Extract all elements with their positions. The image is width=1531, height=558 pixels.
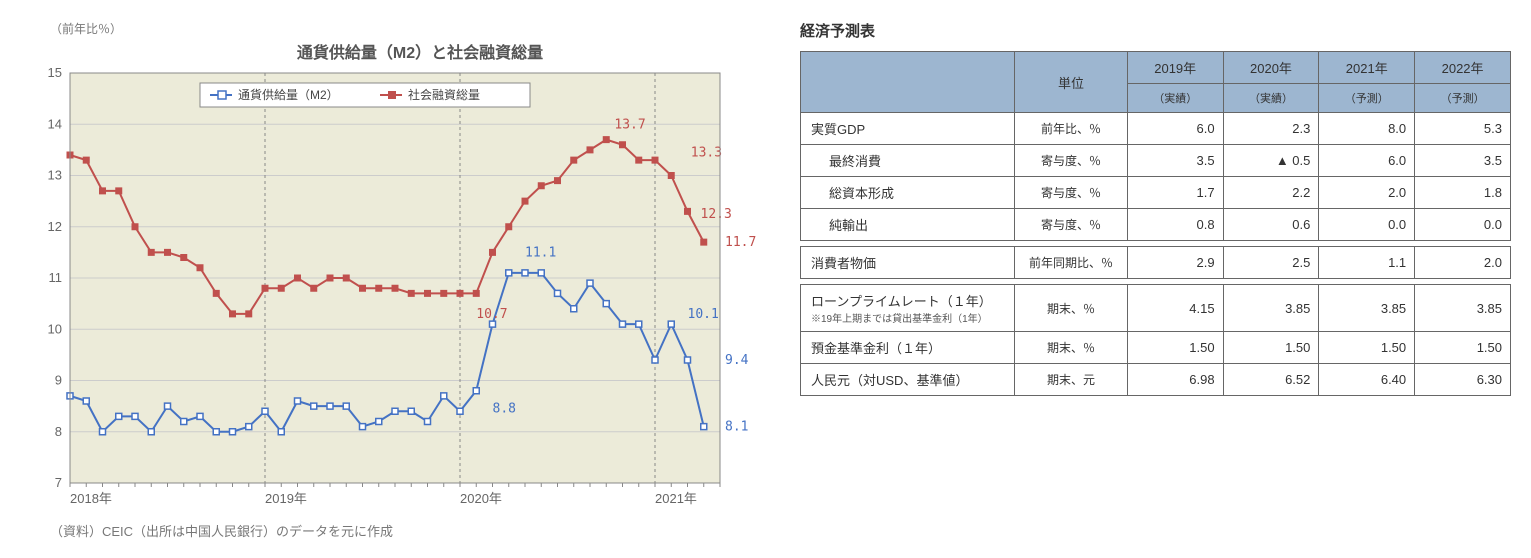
chart-title: 通貨供給量（M2）と社会融資総量 — [80, 39, 760, 63]
svg-text:通貨供給量（M2）: 通貨供給量（M2） — [238, 87, 339, 102]
table-title: 経済予測表 — [800, 20, 1511, 41]
svg-text:2021年: 2021年 — [655, 491, 697, 506]
chart-panel: （前年比％） 通貨供給量（M2）と社会融資総量 7 8 9 10 11 12 13 14 15 2… — [20, 20, 760, 538]
svg-text:8.8: 8.8 — [493, 402, 516, 417]
svg-text:8.1: 8.1 — [725, 420, 748, 435]
svg-text:13.7: 13.7 — [614, 117, 645, 132]
svg-text:11.7: 11.7 — [725, 235, 756, 250]
svg-text:13.3: 13.3 — [691, 145, 722, 160]
svg-text:10.1: 10.1 — [688, 307, 719, 322]
chart-source: （資料）CEIC（出所は中国人民銀行）のデータを元に作成 — [50, 521, 760, 540]
svg-text:14: 14 — [48, 116, 62, 131]
table-panel: 経済予測表 単位2019年2020年2021年2022年（実績）（実績）（予測）… — [800, 20, 1511, 538]
svg-text:11.1: 11.1 — [525, 245, 556, 260]
chart-svg: 7 8 9 10 11 12 13 14 15 2018年 2019年 2020年 2021年 13.7 1… — [20, 63, 770, 513]
svg-text:9: 9 — [55, 373, 62, 388]
svg-text:2019年: 2019年 — [265, 491, 307, 506]
svg-text:社会融資総量: 社会融資総量 — [408, 87, 480, 102]
svg-text:10: 10 — [48, 321, 62, 336]
svg-text:8: 8 — [55, 424, 62, 439]
svg-text:12: 12 — [48, 219, 62, 234]
svg-text:7: 7 — [55, 475, 62, 490]
svg-text:2018年: 2018年 — [70, 491, 112, 506]
svg-text:13: 13 — [48, 168, 62, 183]
svg-text:15: 15 — [48, 65, 62, 80]
svg-text:10.7: 10.7 — [476, 307, 507, 322]
svg-text:2020年: 2020年 — [460, 491, 502, 506]
forecast-table: 単位2019年2020年2021年2022年（実績）（実績）（予測）（予測）実質… — [800, 51, 1511, 396]
svg-text:11: 11 — [49, 270, 63, 285]
svg-text:12.3: 12.3 — [701, 207, 732, 222]
svg-text:9.4: 9.4 — [725, 353, 749, 368]
chart-ylabel: （前年比％） — [50, 20, 760, 37]
